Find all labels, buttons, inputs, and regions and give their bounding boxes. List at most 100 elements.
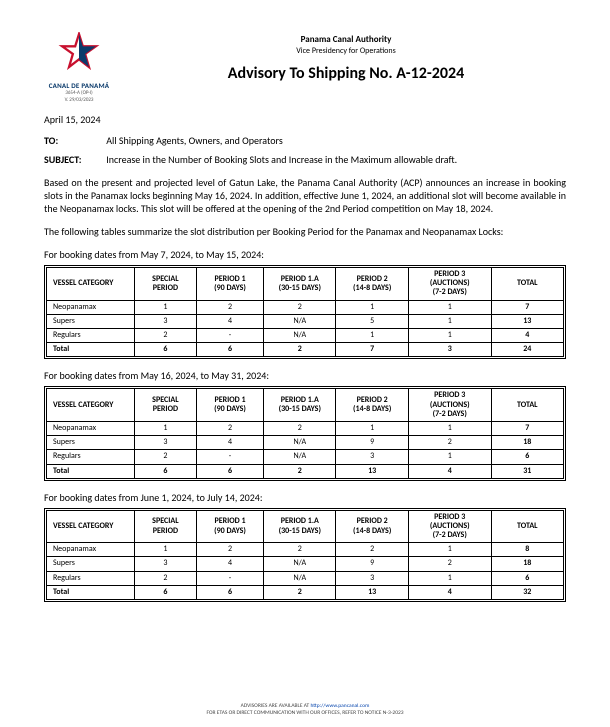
tables-container: For booking dates from May 7, 2024, to M…: [44, 248, 566, 602]
row-label-cell: Total: [47, 585, 135, 599]
table-cell: 2: [196, 300, 263, 314]
table-header-cell: PERIOD 2(14-8 DAYS): [336, 268, 408, 301]
table-cell: 18: [491, 436, 563, 450]
table-header-row: VESSEL CATEGORYSPECIALPERIODPERIOD 1(90 …: [47, 389, 564, 422]
canal-star-icon: [56, 32, 102, 76]
table-cell: N/A: [264, 557, 336, 571]
table-cell: 2: [134, 329, 196, 343]
table-header-cell: PERIOD 1.A(30-15 DAYS): [264, 268, 336, 301]
table-cell: 2: [408, 436, 491, 450]
table-row: Supers34N/A5113: [47, 314, 564, 328]
table-cell: 2: [264, 421, 336, 435]
table-cell: 18: [491, 557, 563, 571]
table-cell: N/A: [264, 314, 336, 328]
table-row: Total66213431: [47, 464, 564, 478]
row-label-cell: Neopanamax: [47, 543, 135, 557]
table-header-cell: PERIOD 1(90 DAYS): [196, 510, 263, 543]
table-header-cell: PERIOD 1.A(30-15 DAYS): [264, 389, 336, 422]
footer-line-2: FOR ETAS OR DIRECT COMMUNICATION WITH OU…: [0, 710, 610, 717]
to-line: TO: All Shipping Agents, Owners, and Ope…: [44, 134, 566, 147]
header-row: CANAL DE PANAMÁ 3654-A (OP-I) V. 29/03/2…: [44, 32, 566, 103]
table-row: Neopanamax122218: [47, 543, 564, 557]
table-cell: 6: [134, 343, 196, 357]
table-cell: 2: [264, 300, 336, 314]
table-cell: 3: [336, 571, 408, 585]
table-cell: 2: [336, 543, 408, 557]
table-cell: 2: [196, 421, 263, 435]
table-cell: 2: [134, 450, 196, 464]
footer-line-1: ADVISORIES ARE AVAILABLE AT http://www.p…: [0, 703, 610, 710]
table-cell: 5: [336, 314, 408, 328]
table-header-cell: SPECIALPERIOD: [134, 389, 196, 422]
table-cell: 2: [264, 585, 336, 599]
table-cell: 2: [264, 543, 336, 557]
table-cell: 3: [134, 436, 196, 450]
footer-link[interactable]: http://www.pancanal.com: [310, 703, 369, 709]
table-cell: 4: [408, 585, 491, 599]
table-cell: 1: [134, 543, 196, 557]
table-cell: 1: [336, 329, 408, 343]
table-cell: 6: [491, 571, 563, 585]
table-cell: -: [196, 571, 263, 585]
slot-table: VESSEL CATEGORYSPECIALPERIODPERIOD 1(90 …: [46, 510, 564, 600]
row-label-cell: Supers: [47, 557, 135, 571]
table-cell: 6: [491, 450, 563, 464]
row-label-cell: Regulars: [47, 571, 135, 585]
row-label-cell: Neopanamax: [47, 300, 135, 314]
table-cell: 4: [196, 436, 263, 450]
table-cell: 13: [336, 464, 408, 478]
table-cell: 13: [491, 314, 563, 328]
table-cell: 4: [491, 329, 563, 343]
table-cell: 7: [491, 421, 563, 435]
table-header-cell: VESSEL CATEGORY: [47, 510, 135, 543]
table-header-cell: PERIOD 2(14-8 DAYS): [336, 389, 408, 422]
table-cell: 1: [134, 300, 196, 314]
table-caption: For booking dates from June 1, 2024, to …: [44, 491, 566, 504]
table-cell: 9: [336, 557, 408, 571]
footer: ADVISORIES ARE AVAILABLE AT http://www.p…: [0, 703, 610, 717]
table-header-cell: PERIOD 1(90 DAYS): [196, 389, 263, 422]
document-date: April 15, 2024: [44, 113, 566, 126]
table-cell: 2: [134, 571, 196, 585]
table-cell: N/A: [264, 436, 336, 450]
table-header-cell: PERIOD 2(14-8 DAYS): [336, 510, 408, 543]
table-cell: 1: [408, 543, 491, 557]
table-header-cell: TOTAL: [491, 389, 563, 422]
row-label-cell: Neopanamax: [47, 421, 135, 435]
table-cell: 1: [408, 300, 491, 314]
body-paragraph-1: Based on the present and projected level…: [44, 176, 566, 215]
logo-block: CANAL DE PANAMÁ 3654-A (OP-I) V. 29/03/2…: [44, 32, 114, 103]
table-cell: 6: [196, 343, 263, 357]
table-cell: 1: [408, 421, 491, 435]
subject-line: SUBJECT: Increase in the Number of Booki…: [44, 153, 566, 166]
table-row: Regulars2-N/A316: [47, 450, 564, 464]
footer-pre: ADVISORIES ARE AVAILABLE AT: [241, 703, 311, 709]
row-label-cell: Supers: [47, 314, 135, 328]
slot-table-wrapper: VESSEL CATEGORYSPECIALPERIODPERIOD 1(90 …: [44, 265, 566, 359]
table-header-cell: PERIOD 1(90 DAYS): [196, 268, 263, 301]
table-caption: For booking dates from May 16, 2024, to …: [44, 369, 566, 382]
table-caption: For booking dates from May 7, 2024, to M…: [44, 248, 566, 261]
table-cell: 1: [408, 329, 491, 343]
logo-docref: 3654-A (OP-I): [44, 91, 114, 97]
table-cell: N/A: [264, 571, 336, 585]
table-header-cell: TOTAL: [491, 510, 563, 543]
table-cell: 8: [491, 543, 563, 557]
table-cell: 6: [134, 585, 196, 599]
table-cell: 1: [408, 450, 491, 464]
table-header-cell: PERIOD 3(AUCTIONS)(7-2 DAYS): [408, 268, 491, 301]
table-header-cell: PERIOD 1.A(30-15 DAYS): [264, 510, 336, 543]
table-header-row: VESSEL CATEGORYSPECIALPERIODPERIOD 1(90 …: [47, 268, 564, 301]
logo-wordmark: CANAL DE PANAMÁ: [44, 81, 114, 90]
row-label-cell: Regulars: [47, 450, 135, 464]
table-cell: 3: [134, 314, 196, 328]
table-header-cell: VESSEL CATEGORY: [47, 389, 135, 422]
table-cell: 3: [336, 450, 408, 464]
subject-value: Increase in the Number of Booking Slots …: [106, 153, 457, 166]
table-row: Total6627324: [47, 343, 564, 357]
table-row: Neopanamax122117: [47, 421, 564, 435]
table-cell: 1: [134, 421, 196, 435]
table-cell: 2: [264, 464, 336, 478]
document-page: CANAL DE PANAMÁ 3654-A (OP-I) V. 29/03/2…: [0, 0, 610, 727]
row-label-cell: Supers: [47, 436, 135, 450]
